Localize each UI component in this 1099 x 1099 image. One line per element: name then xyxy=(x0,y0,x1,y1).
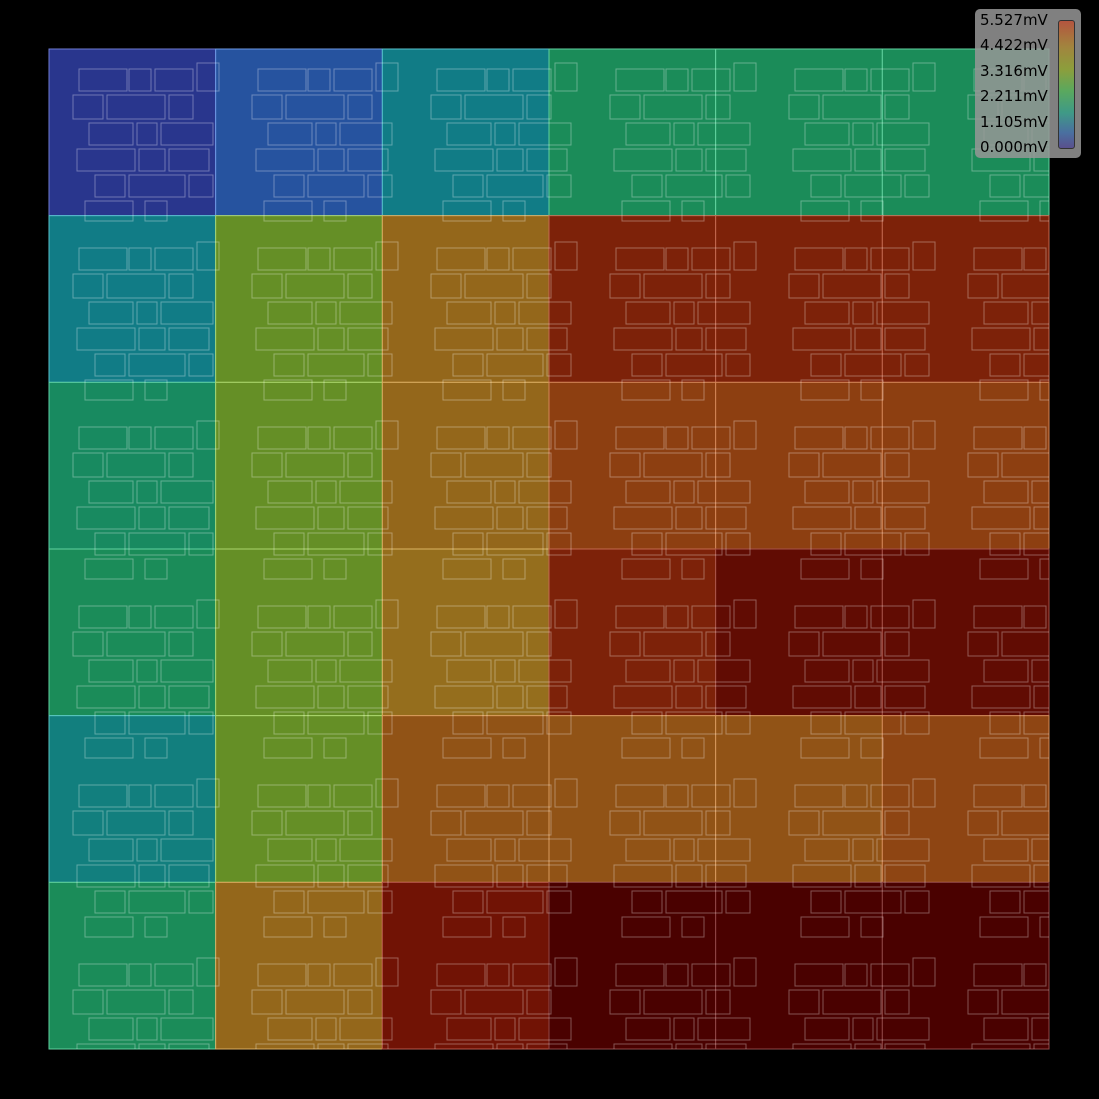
colorbar-tick: 2.211mV xyxy=(980,87,1048,105)
heatmap-cell xyxy=(881,881,1050,1050)
heatmap-cell xyxy=(881,715,1050,883)
heatmap-cell xyxy=(215,381,383,550)
heatmap-cells xyxy=(48,48,1050,1050)
heatmap-cell xyxy=(715,715,883,883)
heatmap-cell xyxy=(48,548,217,717)
heatmap-cell xyxy=(548,381,717,550)
heatmap-cell xyxy=(381,548,550,717)
heatmap-cell xyxy=(715,48,883,217)
colorbar-legend: 5.527mV 4.422mV 3.316mV 2.211mV 1.105mV … xyxy=(975,9,1081,158)
colorbar-tick: 3.316mV xyxy=(980,62,1048,80)
colorbar-tick: 5.527mV xyxy=(980,11,1048,29)
heatmap-cell xyxy=(715,881,883,1050)
colorbar-tick: 0.000mV xyxy=(980,138,1048,156)
heatmap-cell xyxy=(48,715,217,883)
heatmap-cell xyxy=(381,715,550,883)
heatmap-cell xyxy=(548,715,717,883)
heatmap-cell xyxy=(715,548,883,717)
heatmap-cell xyxy=(548,48,717,217)
heatmap-cell xyxy=(215,48,383,217)
heatmap-cell xyxy=(215,215,383,383)
colorbar-gradient xyxy=(1058,20,1075,149)
heatmap-cell xyxy=(715,215,883,383)
colorbar-tick: 4.422mV xyxy=(980,36,1048,54)
heatmap-cell xyxy=(548,548,717,717)
heatmap-cell xyxy=(548,215,717,383)
heatmap-cell xyxy=(881,548,1050,717)
heatmap-cell xyxy=(48,881,217,1050)
heatmap-cell xyxy=(215,881,383,1050)
heatmap-cell xyxy=(548,881,717,1050)
heatmap-cell xyxy=(381,381,550,550)
heatmap-cell xyxy=(881,381,1050,550)
heatmap-cell xyxy=(48,48,217,217)
heatmap-cell xyxy=(215,715,383,883)
heatmap-cell xyxy=(381,881,550,1050)
heatmap-cell xyxy=(715,381,883,550)
heatmap-cell xyxy=(881,215,1050,383)
heatmap-cell xyxy=(381,48,550,217)
heatmap-cell xyxy=(381,215,550,383)
colorbar-tick: 1.105mV xyxy=(980,113,1048,131)
heatmap-cell xyxy=(48,381,217,550)
heatmap-cell xyxy=(215,548,383,717)
heatmap-cell xyxy=(48,215,217,383)
